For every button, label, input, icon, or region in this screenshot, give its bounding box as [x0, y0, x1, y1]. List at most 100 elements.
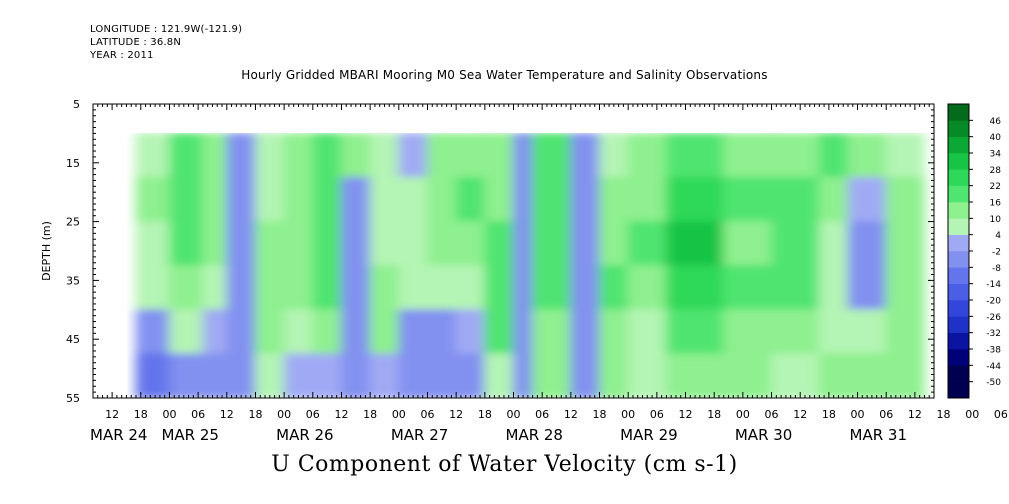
- heatmap-cell: [847, 221, 887, 267]
- colorbar-label: -50: [986, 378, 1001, 388]
- colorbar-swatch: [948, 202, 969, 219]
- heatmap-cell: [847, 353, 887, 398]
- hour-tick-label: 00: [507, 408, 521, 421]
- heatmap-cell: [340, 309, 371, 355]
- day-label: MAR 24: [90, 426, 147, 444]
- heatmap-cell: [665, 177, 725, 223]
- heatmap-cell: [599, 133, 629, 178]
- colorbar-label: -8: [992, 264, 1001, 274]
- heatmap-cell: [627, 309, 667, 355]
- heatmap-cell: [369, 177, 400, 223]
- heatmap-cell: [455, 353, 486, 398]
- heatmap-cell: [426, 309, 457, 355]
- heatmap-cell: [771, 309, 820, 355]
- heatmap-cell: [723, 353, 773, 398]
- heatmap-cell: [312, 353, 342, 398]
- y-axis-label: DEPTH (m): [40, 221, 53, 281]
- y-tick-label: 55: [66, 392, 80, 405]
- hour-tick-label: 06: [994, 408, 1008, 421]
- day-label: MAR 31: [850, 426, 907, 444]
- hour-tick-label: 18: [593, 408, 607, 421]
- colorbar-label: -20: [986, 297, 1001, 307]
- heatmap-cell: [398, 177, 428, 223]
- heatmap-cell: [226, 133, 256, 178]
- colorbar-label: 22: [990, 182, 1001, 192]
- heatmap-cell: [513, 221, 534, 267]
- heatmap-cell: [532, 133, 572, 178]
- heatmap-cell: [168, 133, 204, 178]
- heatmap-cell: [340, 353, 371, 398]
- heatmap-cell: [532, 177, 572, 223]
- heatmap-cell: [599, 221, 629, 267]
- heatmap-cell: [818, 177, 849, 223]
- colorbar-swatch: [948, 218, 969, 235]
- heatmap-cell: [627, 265, 667, 311]
- heatmap-cell: [369, 265, 400, 311]
- hour-tick-label: 06: [650, 408, 664, 421]
- heatmap-cell: [202, 353, 228, 398]
- hour-tick-label: 00: [277, 408, 291, 421]
- heatmap-cell: [283, 353, 314, 398]
- hour-tick-label: 18: [937, 408, 951, 421]
- heatmap-cell: [570, 177, 601, 223]
- heatmap-cell: [312, 221, 342, 267]
- heatmap-cell: [398, 353, 428, 398]
- colorbar-swatch: [948, 316, 969, 333]
- hour-tick-label: 00: [162, 408, 176, 421]
- colorbar-label: 10: [990, 215, 1002, 225]
- heatmap-cell: [254, 353, 285, 398]
- y-tick-label: 15: [66, 157, 80, 170]
- heatmap-cells: [135, 133, 925, 398]
- colorbar-swatch: [948, 381, 969, 399]
- heatmap-cell: [723, 265, 773, 311]
- hour-tick-label: 12: [679, 408, 693, 421]
- heatmap-cell: [226, 177, 256, 223]
- colorbar-label: -32: [986, 329, 1001, 339]
- colorbar-swatch: [948, 251, 969, 268]
- heatmap-cell: [484, 353, 514, 398]
- heatmap-cell: [426, 221, 457, 267]
- colorbar-swatch: [948, 234, 969, 252]
- colorbar-swatch: [948, 104, 969, 121]
- heatmap-cell: [599, 265, 629, 311]
- heatmap-cell: [885, 133, 925, 178]
- heatmap-cell: [426, 265, 457, 311]
- colorbar: 46 40 34 28 22 16 10 4 -2 -8 -14 -20 -26 -32 -38 -44 -50: [947, 103, 1002, 399]
- day-label: MAR 27: [391, 426, 448, 444]
- colorbar-swatch: [948, 136, 969, 154]
- heatmap-cell: [398, 133, 428, 178]
- heatmap-cell: [484, 265, 514, 311]
- heatmap-cell: [532, 309, 572, 355]
- heatmap-cell: [885, 221, 925, 267]
- heatmap-cell: [168, 265, 204, 311]
- colorbar-label: -14: [986, 280, 1001, 290]
- colorbar-swatch: [948, 332, 969, 350]
- heatmap-blur-layer: [135, 133, 925, 398]
- heatmap-cell: [570, 353, 601, 398]
- heatmap-cell: [847, 177, 887, 223]
- colorbar-label: 4: [995, 231, 1001, 241]
- hour-tick-label: 18: [363, 408, 377, 421]
- y-tick-label: 25: [66, 216, 80, 229]
- heatmap-cell: [369, 133, 400, 178]
- heatmap-cell: [340, 177, 371, 223]
- colorbar-swatch: [948, 153, 969, 170]
- hour-tick-label: 00: [621, 408, 635, 421]
- x-axis: 12 18 00 06 12 18 00 06 12 18 00 06 12 18 00 06 12 18 00 06…: [90, 104, 1008, 444]
- heatmap-cell: [426, 177, 457, 223]
- heatmap-cell: [369, 309, 400, 355]
- heatmap-cell: [135, 133, 170, 178]
- colorbar-swatch: [948, 300, 969, 317]
- hour-tick-label: 12: [105, 408, 119, 421]
- heatmap-cell: [665, 133, 725, 178]
- year-label: YEAR : 2011: [90, 50, 154, 61]
- heatmap-cell: [532, 353, 572, 398]
- heatmap-cell: [398, 265, 428, 311]
- heatmap-cell: [771, 177, 820, 223]
- hour-tick-label: 06: [191, 408, 205, 421]
- day-label: MAR 25: [161, 426, 218, 444]
- colorbar-label: -38: [986, 346, 1001, 356]
- x-axis-label: U Component of Water Velocity (cm s-1): [271, 452, 738, 477]
- heatmap-cell: [599, 353, 629, 398]
